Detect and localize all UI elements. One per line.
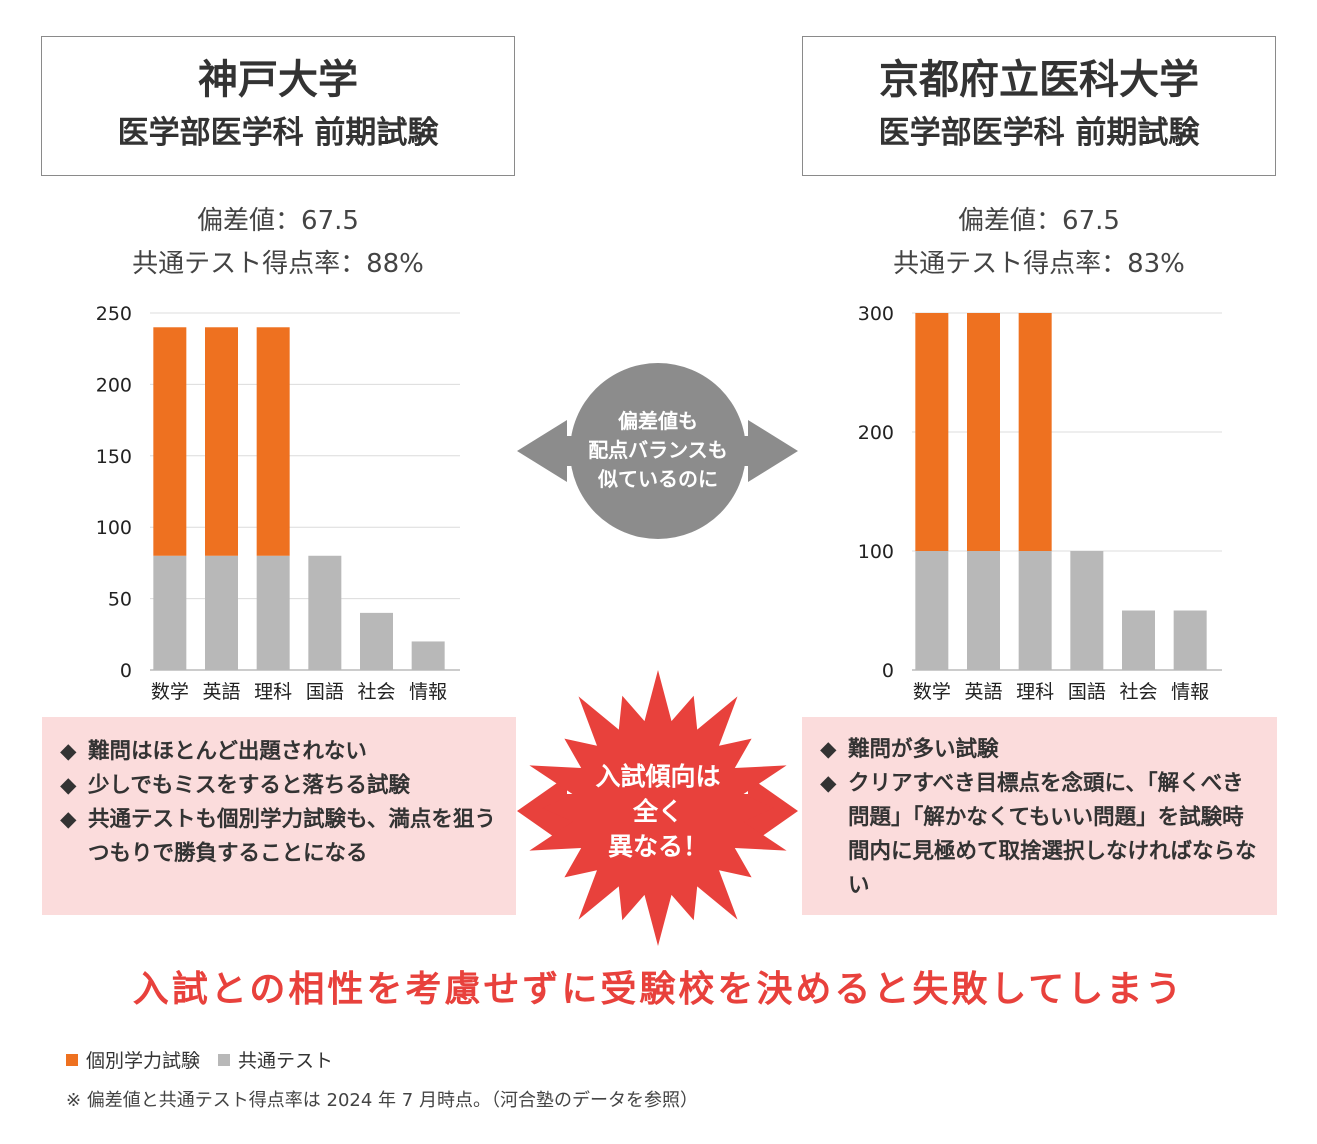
left-chart-xtick-label: 情報 [409,681,447,703]
left-chart-ytick-label: 200 [96,374,132,396]
right-chart-xtick-label: 国語 [1068,681,1106,703]
diamond-bullet-icon: ◆ [60,773,77,798]
right-university-sub: 医学部医学科 前期試験 [878,115,1200,151]
left-university-box: 神戸大学 医学部医学科 前期試験 [41,36,515,176]
burst-text-line-3: 異なる！ [608,832,708,861]
right-chart-bar-kyotsu [915,551,949,670]
left-chart-ytick-label: 0 [120,660,132,682]
legend: 個別学力試験 共通テスト [66,1046,351,1073]
right-chart-bar-kyotsu [1122,610,1155,670]
left-chart-bar-kobetsu [205,327,238,556]
right-chart-ytick-label: 200 [858,422,894,444]
left-hensachi: 偏差値：67.5 [197,206,359,236]
right-chart-ytick-label: 300 [858,303,894,325]
legend-item-kobetsu: 個別学力試験 [66,1046,200,1073]
right-chart-xtick-label: 理科 [1016,681,1054,703]
diamond-bullet-icon: ◆ [60,739,77,764]
legend-item-kyotsu: 共通テスト [218,1046,333,1073]
left-point-3: ◆ 共通テストも個別学力試験も、満点を狙うつもりで勝負することになる [60,803,496,871]
center-text-line-2: 配点バランスも [588,438,728,462]
right-point-2: ◆ クリアすべき目標点を念頭に、「解くべき問題」「解かなくてもいい問題」を試験時間… [820,767,1257,903]
center-circle [570,363,746,539]
left-description-box: ◆ 難問はほとんど出題されない ◆ 少しでもミスをすると落ちる試験 ◆ 共通テストも個… [42,717,516,915]
right-kyotsu-rate: 共通テスト得点率：83% [893,249,1185,279]
burst-star-shape [529,670,787,946]
diamond-bullet-icon: ◆ [820,771,837,796]
right-chart-xtick-label: 数学 [913,681,951,703]
left-chart-xtick-label: 理科 [254,681,292,703]
right-university-box: 京都府立医科大学 医学部医学科 前期試験 [802,36,1276,176]
right-chart-bar-kobetsu [967,313,1000,551]
left-point-2: ◆ 少しでもミスをすると落ちる試験 [60,769,496,803]
right-chart-xtick-label: 社会 [1119,681,1157,703]
left-chart-bar-kyotsu [153,555,187,670]
left-chart-xtick-label: 社会 [357,681,395,703]
right-hensachi: 偏差値：67.5 [958,206,1120,236]
left-chart-ytick-label: 150 [96,446,132,468]
left-chart-xtick-label: 英語 [202,681,240,703]
right-chart-ytick-label: 100 [858,541,894,563]
left-chart-ytick-label: 100 [96,517,132,539]
right-university-name: 京都府立医科大学 [879,57,1199,103]
left-kyotsu-rate: 共通テスト得点率：88% [132,249,424,279]
left-university-sub: 医学部医学科 前期試験 [117,115,439,151]
legend-swatch-gray [218,1053,231,1066]
right-chart-bar-kobetsu [915,313,949,551]
center-text-line-1: 偏差値も [618,409,698,433]
right-chart-bar-kyotsu [1173,610,1207,670]
left-chart-xtick-label: 国語 [306,681,344,703]
burst-text-line-2: 全く [632,797,683,826]
left-chart-bar-kobetsu [256,327,290,556]
left-chart-bar-kyotsu [205,555,238,670]
left-chart-bar-kyotsu [308,555,342,670]
diamond-bullet-icon: ◆ [820,737,837,762]
left-bar-chart: 0 50 100 150 200 250 数学 英語 理科 国語 社会 情報 [96,303,460,703]
left-university-name: 神戸大学 [198,57,358,103]
footnote: ※ 偏差値と共通テスト得点率は 2024 年 7 月時点。（河合塾のデータを参照… [66,1090,698,1111]
left-chart-bar-kobetsu [153,327,187,556]
right-chart-bar-kyotsu [967,551,1000,670]
burst-text-line-1: 入試傾向は [595,762,720,791]
right-chart-xtick-label: 英語 [964,681,1002,703]
right-point-1: ◆ 難問が多い試験 [820,733,1257,767]
left-chart-xtick-label: 数学 [151,681,189,703]
left-chart-bar-kyotsu [411,641,445,670]
right-chart-bar-kobetsu [1018,313,1052,551]
left-chart-bar-kyotsu [256,555,290,670]
right-chart-xtick-label: 情報 [1171,681,1209,703]
right-stats: 偏差値：67.5 共通テスト得点率：83% [802,200,1276,286]
right-bar-chart: 0 100 200 300 数学 英語 理科 国語 社会 情報 [858,303,1222,703]
conclusion-text: 入試との相性を考慮せずに受験校を決めると失敗してしまう [132,969,1185,1010]
left-chart-ytick-label: 250 [96,303,132,325]
left-point-1: ◆ 難問はほとんど出題されない [60,735,496,769]
diamond-bullet-icon: ◆ [60,807,77,832]
legend-swatch-orange [66,1053,78,1066]
left-chart-ytick-label: 50 [108,589,132,611]
center-text-line-3: 似ているのに [597,467,718,491]
center-burst-graphic: 入試傾向は 全く 異なる！ [517,670,798,946]
center-comparison-graphic: 偏差値も 配点バランスも 似ているのに [517,363,798,539]
left-stats: 偏差値：67.5 共通テスト得点率：88% [41,200,515,286]
right-chart-ytick-label: 0 [882,660,894,682]
right-chart-bar-kyotsu [1070,551,1104,670]
left-chart-bar-kyotsu [360,612,393,670]
right-description-box: ◆ 難問が多い試験 ◆ クリアすべき目標点を念頭に、「解くべき問題」「解かなくてもい… [802,717,1277,915]
right-chart-bar-kyotsu [1018,551,1052,670]
